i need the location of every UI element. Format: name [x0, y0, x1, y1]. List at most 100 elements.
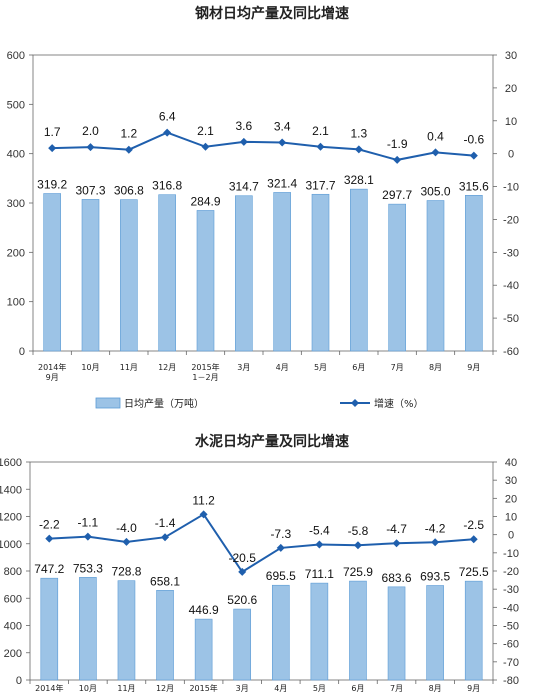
bar — [464, 580, 483, 681]
growth-point — [163, 128, 172, 137]
growth-point — [83, 532, 92, 541]
right-axis-tick-label: -30 — [503, 584, 519, 596]
bar — [120, 199, 138, 352]
growth-data-label: -4.0 — [116, 521, 137, 535]
bar-data-label: 446.9 — [189, 603, 219, 617]
cement-chart-title: 水泥日均产量及同比增速 — [195, 433, 349, 450]
steel-bars: 319.2 307.3 306.8 316.8 284.9 314.7 321.4 317.7… — [37, 173, 489, 352]
left-axis-tick-label: 200 — [4, 648, 22, 660]
left-axis-tick-label: 400 — [7, 149, 25, 161]
bar — [349, 580, 367, 681]
bar — [426, 585, 444, 681]
right-axis-tick-label: 10 — [505, 512, 517, 524]
bar — [311, 193, 330, 352]
bar — [233, 608, 252, 681]
bar — [388, 203, 406, 352]
category-label: 9月 — [46, 373, 59, 382]
category-label: 10月 — [79, 684, 97, 693]
growth-point — [161, 533, 170, 542]
left-axis-tick-label: 100 — [7, 297, 25, 309]
bar-data-label: 284.9 — [190, 194, 220, 208]
category-label: 11月 — [120, 363, 138, 372]
bar — [310, 582, 329, 681]
left-axis-tick-label: 300 — [7, 198, 25, 210]
bar-data-label: 747.2 — [34, 562, 64, 576]
category-label: 8月 — [429, 363, 442, 372]
left-axis-tick-label: 0 — [16, 675, 22, 687]
growth-point — [45, 534, 54, 543]
bar-data-label: 297.7 — [382, 188, 412, 202]
cement-bars: 747.2 753.3 728.8 658.1 446.9 520.6 695.5 711.1… — [34, 561, 489, 681]
growth-data-label: 2.1 — [197, 124, 214, 138]
left-axis-tick-label: 800 — [4, 566, 22, 578]
left-axis-tick-label: 1600 — [0, 457, 22, 469]
category-label: 3月 — [237, 363, 250, 372]
growth-point — [124, 145, 133, 154]
bar-data-label: 693.5 — [420, 570, 450, 584]
category-label: 10月 — [81, 363, 99, 372]
category-label: 2014年 — [35, 683, 63, 693]
category-label: 11月 — [117, 684, 135, 693]
growth-data-label: -2.2 — [39, 518, 60, 532]
right-axis-tick-label: -10 — [503, 182, 519, 194]
legend-line-label: 增速（%） — [374, 397, 424, 410]
growth-point — [393, 155, 402, 164]
bar — [196, 210, 215, 352]
growth-data-label: 11.2 — [192, 493, 215, 507]
left-axis-tick-label: 1400 — [0, 484, 22, 496]
growth-point — [315, 540, 324, 549]
steel-right-axis: 30 20 10 0 -10 -20 -30 -40 -50 -60 — [493, 50, 519, 358]
category-label: 4月 — [276, 363, 289, 372]
bar — [271, 584, 290, 681]
growth-data-label: -5.4 — [309, 523, 330, 537]
bar-data-label: 753.3 — [73, 561, 103, 575]
growth-data-label: -1.1 — [78, 516, 99, 530]
right-axis-tick-label: -80 — [503, 675, 519, 687]
right-axis-tick-label: -20 — [503, 214, 519, 226]
growth-data-label: 1.3 — [350, 126, 367, 140]
right-axis-tick-label: -40 — [503, 280, 519, 292]
bar — [79, 577, 97, 681]
growth-point — [316, 142, 325, 151]
growth-data-label: -20.5 — [229, 551, 257, 565]
growth-point — [239, 137, 248, 146]
bar-data-label: 520.6 — [227, 593, 257, 607]
growth-data-label: 1.7 — [44, 125, 61, 139]
growth-point — [86, 143, 95, 152]
growth-line-path — [49, 512, 474, 574]
right-axis-tick-label: 40 — [505, 457, 517, 469]
right-axis-tick-label: 10 — [505, 116, 517, 128]
steel-left-axis: 0 100 200 300 400 500 600 — [7, 50, 33, 358]
growth-point — [354, 145, 363, 154]
cement-chart: 水泥日均产量及同比增速 0200400600800100012001400160… — [0, 433, 519, 693]
bar — [465, 195, 483, 352]
legend-diamond-marker — [351, 399, 359, 407]
category-label: 7月 — [390, 684, 403, 693]
growth-point — [199, 510, 208, 519]
right-axis-tick-label: -40 — [503, 602, 519, 614]
left-axis-tick-label: 1000 — [0, 539, 22, 551]
category-label: 12月 — [156, 684, 174, 693]
steel-legend: 日均产量（万吨） 增速（%） — [95, 397, 424, 410]
left-axis-tick-label: 1200 — [0, 512, 22, 524]
left-axis-tick-label: 200 — [7, 247, 25, 259]
right-axis-tick-label: 30 — [505, 50, 517, 62]
growth-data-label: -7.3 — [270, 527, 291, 541]
bar-data-label: 683.6 — [382, 571, 412, 585]
legend-bar-label: 日均产量（万吨） — [124, 397, 204, 410]
bar-data-label: 328.1 — [344, 173, 374, 187]
left-axis-tick-label: 500 — [7, 99, 25, 111]
bar-data-label: 319.2 — [37, 178, 67, 192]
bar — [158, 194, 176, 352]
growth-data-label: 3.6 — [235, 119, 252, 133]
category-label: 2015年 — [189, 683, 217, 693]
left-axis-tick-label: 600 — [7, 50, 25, 62]
bar-data-label: 306.8 — [114, 184, 144, 198]
bar-data-label: 317.7 — [305, 178, 335, 192]
right-axis-tick-label: 20 — [505, 83, 517, 95]
growth-point — [353, 541, 362, 550]
left-axis-tick-label: 400 — [4, 621, 22, 633]
bar-data-label: 711.1 — [305, 567, 334, 581]
cement-growth-line: -2.2 -1.1 -4.0 -1.4 11.2 -20.5 -7.3 -5.4 -5.8 -4.… — [39, 493, 484, 576]
